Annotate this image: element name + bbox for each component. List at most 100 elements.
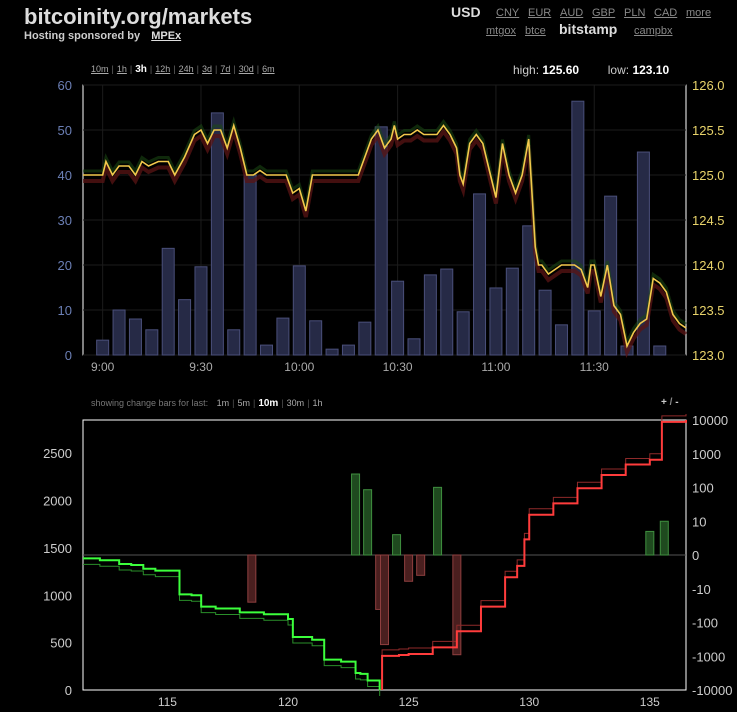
volume-bar — [194, 266, 208, 356]
volume-tick-label: 30 — [58, 213, 72, 228]
exchange-btce[interactable]: btce — [525, 25, 546, 37]
price-tick-label-x: 130 — [519, 695, 539, 709]
exchange-bitstamp[interactable]: bitstamp — [559, 21, 618, 37]
change-bar-up — [433, 486, 443, 556]
time-range-6m[interactable]: 6m — [262, 64, 275, 74]
volume-bar — [456, 311, 470, 356]
zoom-controls: + / - — [661, 397, 679, 408]
time-range-10m[interactable]: 10m — [91, 64, 109, 74]
change-bars-10m[interactable]: 10m — [258, 398, 279, 409]
change-bar-up — [392, 534, 402, 556]
volume-tick-label: 20 — [58, 258, 72, 273]
change-tick-label: -1000 — [692, 649, 725, 664]
sponsor-line: Hosting sponsored by MPEx — [24, 30, 181, 42]
site-title[interactable]: bitcoinity.org/markets — [24, 4, 253, 29]
price-tick-label: 124.0 — [692, 258, 725, 273]
volume-bar — [571, 100, 585, 356]
volume-bar — [440, 268, 454, 356]
change-tick-label: -10 — [692, 582, 711, 597]
time-tick-label: 10:00 — [284, 360, 314, 374]
price-tick-label-x: 120 — [278, 695, 298, 709]
time-range-3d[interactable]: 3d — [201, 64, 212, 74]
volume-bar — [653, 345, 667, 356]
sponsor-label: Hosting sponsored by — [24, 30, 141, 42]
time-tick-label: 10:30 — [383, 360, 413, 374]
change-bars-1m[interactable]: 1m — [216, 398, 230, 408]
volume-bar — [145, 329, 159, 356]
bids-depth-line — [83, 557, 381, 690]
volume-bar — [374, 126, 388, 356]
volume-bar — [407, 338, 421, 356]
volume-bar — [260, 344, 274, 356]
time-range-3h[interactable]: 3h — [135, 64, 147, 75]
change-bar-down — [416, 554, 426, 576]
volume-bar — [522, 225, 536, 356]
volume-bar — [473, 193, 487, 356]
volume-tick-label: 40 — [58, 168, 72, 183]
time-range-30d[interactable]: 30d — [238, 64, 254, 74]
change-bar-up — [363, 489, 373, 556]
volume-bar — [538, 289, 552, 356]
volume-bar — [128, 318, 142, 356]
currency-cny[interactable]: CNY — [496, 7, 520, 19]
price-tick-label-x: 115 — [158, 695, 177, 709]
high-low-stats: high: 125.60 low: 123.10 — [513, 63, 669, 77]
exchange-mtgox[interactable]: mtgox — [486, 25, 516, 37]
currency-cad[interactable]: CAD — [654, 7, 678, 19]
low-label: low: — [607, 63, 630, 77]
price-line — [83, 122, 687, 349]
currency-eur[interactable]: EUR — [528, 7, 552, 19]
change-tick-label: 0 — [692, 548, 699, 563]
change-bar-down — [247, 554, 257, 603]
change-tick-label: 10 — [692, 514, 706, 529]
zoom-out-button[interactable]: - — [675, 397, 679, 408]
time-tick-label: 11:30 — [580, 360, 609, 374]
volume-bar — [309, 320, 323, 356]
depth-tick-label: 1000 — [43, 588, 72, 603]
volume-bar — [554, 324, 568, 356]
exchange-campbx[interactable]: campbx — [634, 25, 673, 37]
change-tick-label: 100 — [692, 481, 714, 496]
price-tick-label: 124.5 — [692, 213, 725, 228]
volume-tick-label: 0 — [65, 348, 72, 363]
depth-tick-label: 2000 — [43, 494, 72, 509]
low-value: 123.10 — [632, 63, 670, 77]
volume-bar — [210, 112, 224, 356]
volume-bar — [636, 151, 650, 356]
change-bars-30m[interactable]: 30m — [286, 398, 305, 408]
high-value: 125.60 — [542, 63, 580, 77]
time-range-1h[interactable]: 1h — [116, 64, 127, 74]
change-bars-5m[interactable]: 5m — [237, 398, 250, 408]
zoom-in-button[interactable]: + — [661, 397, 667, 408]
currency-more[interactable]: more — [686, 7, 712, 19]
sponsor-link[interactable]: MPEx — [151, 30, 182, 42]
currency-pln[interactable]: PLN — [624, 7, 646, 19]
change-tick-label: 10000 — [692, 413, 728, 428]
currency-aud[interactable]: AUD — [560, 7, 584, 19]
change-bar-down — [380, 554, 389, 646]
asks-depth-line — [381, 420, 687, 690]
depth-tick-label: 1500 — [43, 541, 72, 556]
volume-bar — [292, 265, 306, 356]
high-label: high: — [513, 63, 540, 77]
volume-bar — [505, 267, 519, 356]
currency-gbp[interactable]: GBP — [592, 7, 616, 19]
price-tick-label: 125.5 — [692, 123, 725, 138]
price-tick-label: 126.0 — [692, 78, 725, 93]
price-tick-label: 123.5 — [692, 303, 725, 318]
depth-tick-label: 2500 — [43, 446, 72, 461]
volume-bar — [341, 344, 355, 356]
change-tick-label: -10000 — [692, 683, 732, 698]
time-range-12h[interactable]: 12h — [155, 64, 171, 74]
depth-tick-label: 0 — [65, 683, 72, 698]
time-tick-label: 9:00 — [91, 360, 115, 374]
volume-bar — [587, 310, 601, 356]
change-bar-down — [452, 554, 462, 656]
change-bar-up — [351, 473, 361, 556]
volume-bar — [276, 317, 290, 356]
change-bar-down — [404, 554, 414, 582]
change-bars-1h[interactable]: 1h — [312, 398, 323, 408]
time-range-24h[interactable]: 24h — [178, 64, 194, 74]
time-range-7d[interactable]: 7d — [220, 64, 231, 74]
